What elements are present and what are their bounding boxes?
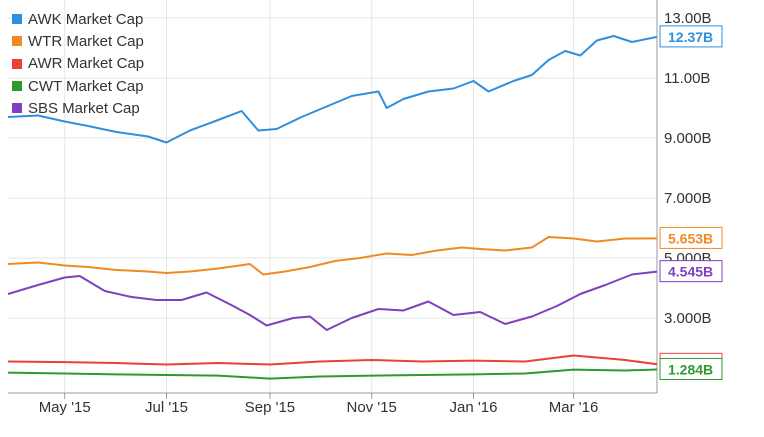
y-tick-label-11-00b: 11.00B	[664, 70, 710, 87]
legend-item-cwt[interactable]: CWT Market Cap	[12, 75, 144, 97]
legend-label-awr: AWR Market Cap	[28, 55, 145, 73]
legend-item-awr[interactable]: AWR Market Cap	[12, 53, 144, 75]
legend-swatch-wtr	[12, 36, 22, 47]
x-tick-label-may-15: May '15	[39, 399, 91, 416]
y-tick-label-9-000b: 9.000B	[664, 130, 712, 147]
legend-swatch-awk	[12, 14, 22, 25]
y-tick-label-7-000b: 7.000B	[664, 190, 712, 207]
legend: AWK Market Cap WTR Market Cap AWR Market…	[12, 8, 144, 119]
series-line-sbs	[7, 270, 658, 331]
legend-label-wtr: WTR Market Cap	[28, 32, 144, 50]
legend-swatch-cwt	[12, 81, 22, 92]
legend-item-wtr[interactable]: WTR Market Cap	[12, 30, 144, 52]
series-line-cwt	[7, 368, 658, 380]
end-label-box-awk	[659, 25, 723, 48]
end-label-cwt: 1.284B	[668, 361, 713, 377]
end-label-box-cwt	[659, 357, 723, 380]
end-label-box-sbs	[659, 260, 723, 283]
end-label-wtr: 5.653B	[668, 230, 713, 246]
legend-label-awk: AWK Market Cap	[28, 10, 144, 28]
end-label-sbs: 4.545B	[668, 264, 713, 280]
legend-label-cwt: CWT Market Cap	[28, 77, 144, 95]
y-tick-label-3-000b: 3.000B	[664, 310, 712, 327]
legend-item-sbs[interactable]: SBS Market Cap	[12, 97, 144, 119]
series-line-awk	[7, 35, 658, 144]
end-label-box-wtr	[659, 226, 723, 249]
legend-swatch-sbs	[12, 103, 22, 114]
x-tick-label-jan-16: Jan '16	[450, 399, 498, 416]
y-tick-label-13-00b: 13.00B	[664, 10, 712, 27]
series-line-awr	[7, 354, 658, 366]
end-label-awk: 12.37B	[668, 29, 713, 45]
x-tick-label-mar-16: Mar '16	[549, 399, 599, 416]
x-tick-label-jul-15: Jul '15	[145, 399, 188, 416]
legend-item-awk[interactable]: AWK Market Cap	[12, 8, 144, 30]
legend-label-sbs: SBS Market Cap	[28, 99, 140, 117]
x-tick-label-sep-15: Sep '15	[245, 399, 295, 416]
x-tick-label-nov-15: Nov '15	[347, 399, 397, 416]
legend-swatch-awr	[12, 58, 22, 69]
series-line-wtr	[7, 236, 658, 276]
